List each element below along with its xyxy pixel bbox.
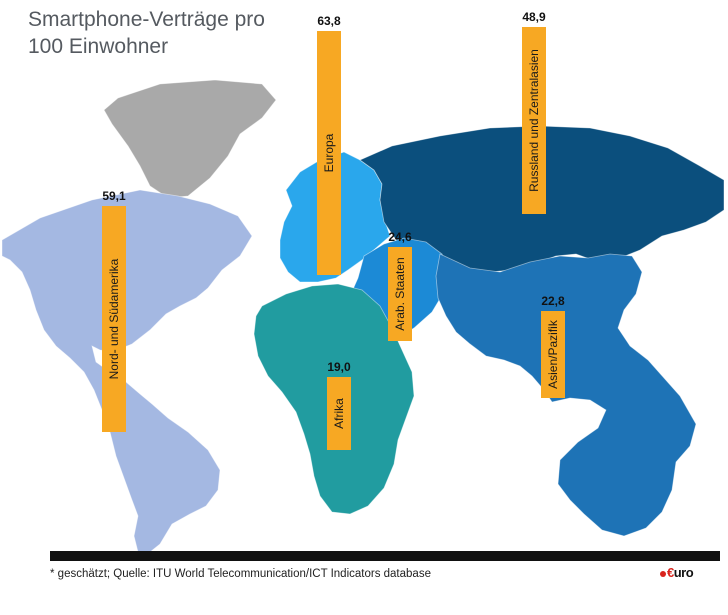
category-label-nord-und-suedamerika: Nord- und Südamerika xyxy=(107,258,121,379)
bar-afrika xyxy=(327,377,351,450)
bar-europa xyxy=(317,31,341,275)
logo-prefix: € xyxy=(667,565,674,580)
category-label-europa: Europa xyxy=(322,133,336,172)
euro-logo: €uro xyxy=(660,565,694,580)
chart-title-line-1: Smartphone-Verträge pro xyxy=(28,8,265,31)
bar-nord-und-suedamerika xyxy=(102,206,126,432)
bars-layer: Nord- und Südamerika 59,1 Europa 63,8 Russla… xyxy=(102,10,565,450)
bar-asien-pazifik xyxy=(541,311,565,398)
region-greenland xyxy=(103,79,277,199)
category-label-afrika: Afrika xyxy=(332,398,346,429)
value-label-asien-pazifik: 22,8 xyxy=(541,294,565,308)
category-label-russland-und-zentralasien: Russland und Zentralasien xyxy=(527,49,541,192)
value-label-nord-und-suedamerika: 59,1 xyxy=(102,189,126,203)
chart-title: Smartphone-Verträge pro 100 Einwohner xyxy=(28,6,265,60)
logo-dot-icon xyxy=(660,570,666,577)
value-label-afrika: 19,0 xyxy=(327,360,351,374)
region-americas xyxy=(1,189,253,553)
value-label-arab-staaten: 24,6 xyxy=(388,230,412,244)
bar-arab-staaten xyxy=(388,247,412,341)
region-asia-pacific xyxy=(435,253,697,537)
value-label-europa: 63,8 xyxy=(317,14,341,28)
logo-text: uro xyxy=(673,565,694,580)
chart-title-line-2: 100 Einwohner xyxy=(28,35,169,58)
bar-russland-und-zentralasien xyxy=(522,27,546,214)
category-label-asien-pazifik: Asien/Pazifik xyxy=(546,319,560,389)
value-label-russland-und-zentralasien: 48,9 xyxy=(522,10,546,24)
source-note: * geschätzt; Quelle: ITU World Telecommu… xyxy=(50,568,431,580)
footer-divider xyxy=(50,551,720,561)
category-label-arab-staaten: Arab. Staaten xyxy=(393,257,407,330)
